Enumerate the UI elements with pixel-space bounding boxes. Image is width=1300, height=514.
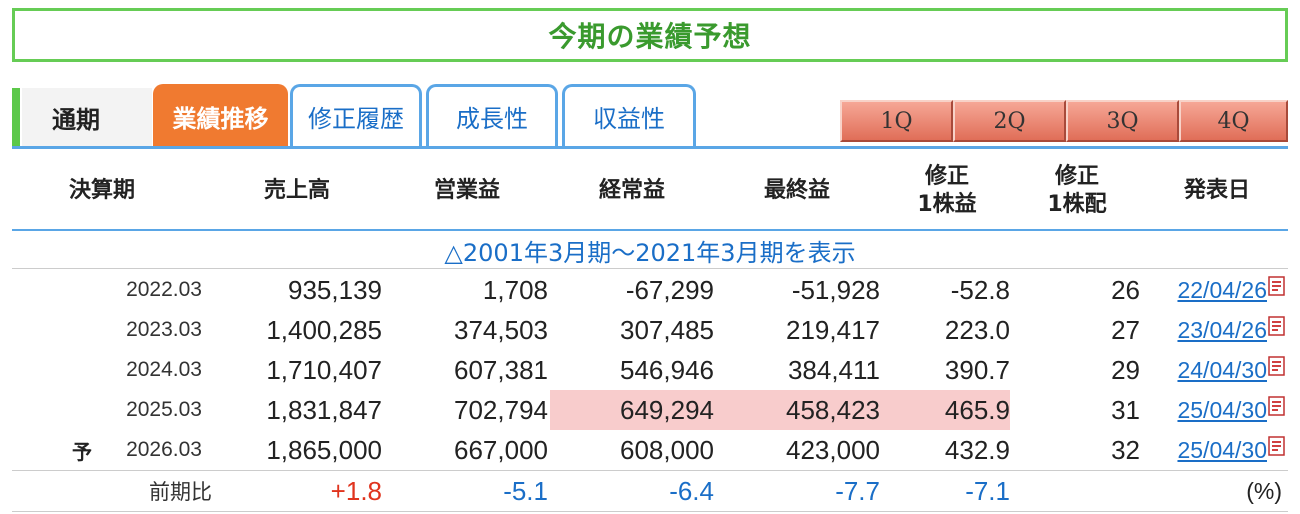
table-row: 2022.03 935,139 1,708 -67,299 -51,928 -5…	[12, 270, 1288, 310]
show-past-periods-link[interactable]: △2001年3月期～2021年3月期を表示	[444, 238, 856, 267]
tab-underline	[12, 146, 1288, 149]
row-date-link[interactable]: 23/04/26	[1177, 316, 1267, 343]
row-dps: 26	[1111, 274, 1140, 305]
table-header: 決算期 売上高 営業益 経常益 最終益 修正 1株益 修正 1株配 発表日	[12, 152, 1288, 230]
table-row-forecast: 予 2026.03 1,865,000 667,000 608,000 423,…	[12, 430, 1288, 470]
row-net: 423,000	[786, 434, 880, 465]
row-sales: 1,710,407	[266, 354, 382, 385]
quarter-1q-button[interactable]: 1Q	[840, 100, 953, 142]
row-eps: -52.8	[950, 274, 1010, 305]
header-sales: 売上高	[263, 178, 330, 203]
row-dps: 27	[1111, 314, 1140, 345]
row-operating: 667,000	[454, 434, 548, 465]
change-unit: (%)	[1246, 477, 1282, 504]
row-divider	[12, 511, 1288, 512]
row-date-cell: 25/04/30	[1156, 430, 1288, 470]
row-eps: 223.0	[944, 314, 1010, 345]
tab-growth[interactable]: 成長性	[426, 84, 558, 146]
row-net: -51,928	[791, 274, 880, 305]
header-eps-line2: 1株益	[917, 192, 977, 217]
pdf-icon[interactable]	[1268, 316, 1286, 336]
header-period: 決算期	[68, 178, 135, 203]
tab-performance-trend[interactable]: 業績推移	[153, 84, 288, 146]
row-period: 2022.03	[126, 278, 202, 301]
row-sales: 935,139	[288, 274, 382, 305]
green-marker	[12, 88, 20, 146]
row-net-highlighted: 458,423	[714, 390, 880, 430]
change-eps: -7.1	[965, 475, 1010, 506]
row-dps: 32	[1111, 434, 1140, 465]
row-operating: 1,708	[482, 274, 548, 305]
tab-bar: 通期 業績推移 修正履歴 成長性 収益性 1Q 2Q 3Q 4Q	[12, 84, 1288, 150]
table-row: 2025.03 1,831,847 702,794 649,294 458,42…	[12, 390, 1288, 430]
header-dps-line2: 1株配	[1047, 192, 1107, 217]
row-date-link[interactable]: 24/04/30	[1177, 356, 1267, 383]
row-ordinary: 307,485	[620, 314, 714, 345]
row-divider	[12, 268, 1288, 269]
table-row-change: 前期比 +1.8 -5.1 -6.4 -7.7 -7.1 (%)	[12, 471, 1288, 511]
row-operating: 607,381	[454, 354, 548, 385]
table-row: 2023.03 1,400,285 374,503 307,485 219,41…	[12, 310, 1288, 350]
row-net: 384,411	[787, 354, 880, 385]
row-eps-highlighted: 465.9	[880, 390, 1010, 430]
row-sales: 1,865,000	[266, 434, 382, 465]
quarter-2q-button[interactable]: 2Q	[953, 100, 1066, 142]
row-operating: 702,794	[454, 394, 548, 425]
row-period: 2026.03	[126, 438, 202, 461]
change-sales: +1.8	[330, 475, 382, 506]
row-period: 2024.03	[126, 358, 202, 381]
row-operating: 374,503	[454, 314, 548, 345]
header-operating: 営業益	[433, 178, 500, 203]
row-date-link[interactable]: 22/04/26	[1177, 276, 1267, 303]
row-dps: 31	[1111, 394, 1140, 425]
row-date-cell: 22/04/26	[1156, 270, 1288, 310]
row-divider	[12, 470, 1288, 471]
header-eps-line1: 修正	[924, 164, 969, 189]
tab-annual: 通期	[22, 88, 152, 146]
row-ordinary: -67,299	[625, 274, 714, 305]
quarter-3q-button[interactable]: 3Q	[1066, 100, 1179, 142]
section-title: 今期の業績予想	[548, 20, 752, 53]
show-past-periods-row[interactable]: △2001年3月期～2021年3月期を表示	[12, 232, 1288, 268]
pdf-icon[interactable]	[1268, 356, 1286, 376]
pdf-icon[interactable]	[1268, 276, 1286, 296]
table-row: 2024.03 1,710,407 607,381 546,946 384,41…	[12, 350, 1288, 390]
tab-profitability[interactable]: 収益性	[562, 84, 696, 146]
row-period: 2025.03	[126, 398, 202, 421]
row-dps: 29	[1111, 354, 1140, 385]
row-date-cell: 24/04/30	[1156, 350, 1288, 390]
row-sales: 1,831,847	[266, 394, 382, 425]
tab-revision-history[interactable]: 修正履歴	[290, 84, 422, 146]
change-net: -7.7	[835, 475, 880, 506]
change-label: 前期比	[149, 481, 212, 504]
header-net: 最終益	[763, 178, 830, 203]
row-eps: 390.7	[944, 354, 1010, 385]
row-eps: 432.9	[944, 434, 1010, 465]
row-ordinary: 608,000	[620, 434, 714, 465]
row-date-link[interactable]: 25/04/30	[1177, 396, 1267, 423]
row-ordinary: 546,946	[620, 354, 714, 385]
header-ordinary: 経常益	[598, 178, 665, 203]
pdf-icon[interactable]	[1268, 436, 1286, 456]
row-net: 219,417	[786, 314, 880, 345]
row-ordinary-highlighted: 649,294	[550, 390, 714, 430]
forecast-marker: 予	[72, 439, 92, 464]
row-period: 2023.03	[126, 318, 202, 341]
header-eps: 修正 1株益	[892, 152, 1002, 230]
header-dps: 修正 1株配	[1022, 152, 1132, 230]
change-operating: -5.1	[503, 475, 548, 506]
quarter-4q-button[interactable]: 4Q	[1179, 100, 1288, 142]
change-ordinary: -6.4	[669, 475, 714, 506]
header-dps-line1: 修正	[1054, 164, 1099, 189]
pdf-icon[interactable]	[1268, 396, 1286, 416]
row-sales: 1,400,285	[266, 314, 382, 345]
header-separator	[12, 229, 1288, 231]
row-date-cell: 23/04/26	[1156, 310, 1288, 350]
row-date-link[interactable]: 25/04/30	[1177, 436, 1267, 463]
header-date: 発表日	[1183, 178, 1250, 203]
section-title-box: 今期の業績予想	[12, 8, 1288, 62]
row-date-cell: 25/04/30	[1156, 390, 1288, 430]
